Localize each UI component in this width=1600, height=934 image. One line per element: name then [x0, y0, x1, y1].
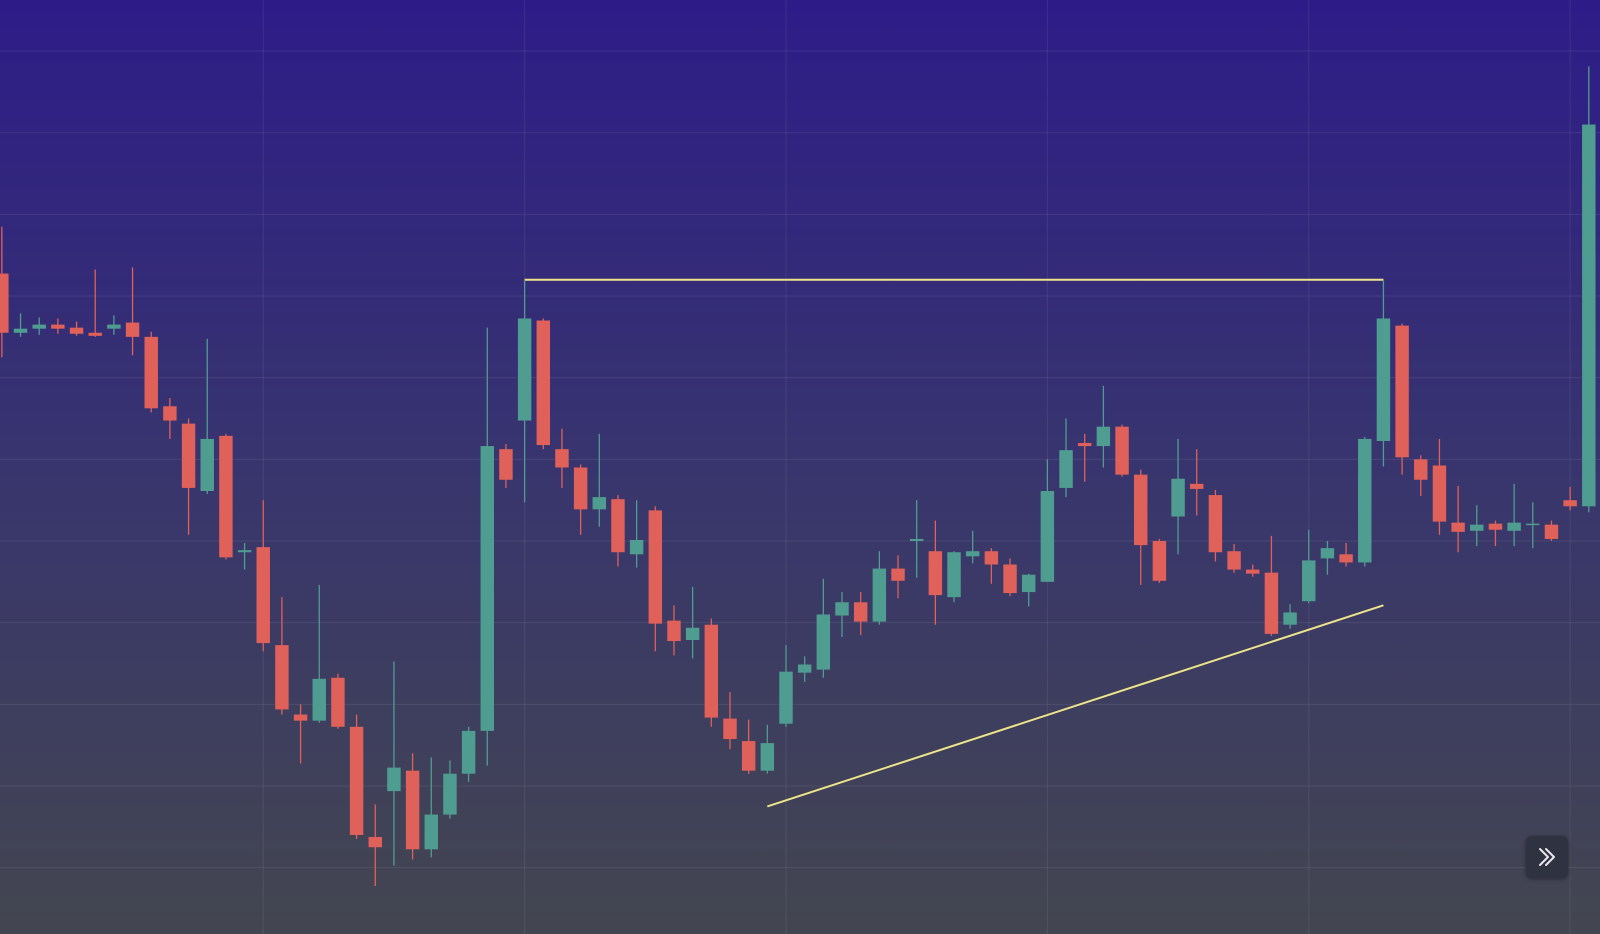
candle-body: [275, 645, 289, 710]
candle-body: [32, 324, 46, 329]
candle-body: [1227, 551, 1241, 570]
candle-body: [835, 602, 849, 616]
candle-body: [909, 538, 924, 542]
candle-body: [107, 324, 121, 329]
candle-body: [685, 627, 700, 641]
candle-body: [1134, 474, 1148, 546]
candle-body: [1544, 524, 1559, 539]
candle-body: [69, 327, 84, 334]
candle-body: [536, 320, 551, 446]
candle-body: [200, 438, 214, 491]
candle-body: [965, 551, 980, 557]
candle-body: [947, 552, 961, 598]
candle-body: [461, 730, 476, 774]
candle-body: [984, 551, 999, 565]
candle-body: [741, 741, 756, 771]
candle-body: [1003, 564, 1017, 594]
chevrons-icon: [1539, 848, 1555, 866]
candle-body: [1096, 426, 1111, 447]
candle-body: [1432, 465, 1447, 522]
candle-body: [760, 743, 775, 771]
candle-body: [1451, 522, 1465, 532]
candle-body: [1190, 483, 1204, 489]
candle-body: [293, 714, 308, 721]
candle-body: [592, 497, 607, 510]
candle-body: [181, 423, 196, 488]
candle-body: [13, 328, 28, 333]
candle-body: [1414, 459, 1428, 480]
candle-body: [1059, 450, 1073, 488]
candle-body: [88, 332, 102, 336]
candle-body: [1526, 523, 1540, 526]
candle-body: [891, 568, 905, 581]
candle-body: [779, 671, 793, 724]
candle-body: [1040, 490, 1055, 582]
candle-body: [163, 406, 177, 421]
candle-body: [480, 446, 495, 731]
candle-body: [499, 449, 513, 480]
candle-body: [1470, 524, 1484, 531]
candle-body: [51, 324, 65, 329]
candle-body: [1358, 438, 1372, 563]
candle-body: [667, 620, 681, 642]
candle-body: [1152, 541, 1167, 581]
candle-body: [1339, 554, 1353, 563]
candle-body: [1021, 574, 1036, 593]
candle-body: [144, 336, 158, 409]
candle-body: [872, 568, 887, 622]
candle-body: [405, 770, 420, 850]
candle-body: [349, 726, 364, 835]
candle-body: [517, 318, 532, 421]
candle-body: [1582, 124, 1596, 507]
candle-body: [928, 551, 943, 596]
candle-body: [331, 677, 345, 727]
candle-body: [1264, 572, 1279, 634]
candle-body: [219, 435, 233, 558]
candle-body: [0, 273, 9, 333]
candle-body: [816, 614, 831, 670]
candle-body: [1283, 612, 1297, 625]
drawing-line: [767, 604, 1384, 808]
candle-body: [629, 539, 644, 555]
candle-body: [723, 718, 737, 740]
candle-body: [1208, 495, 1223, 553]
candle-body: [1320, 548, 1335, 559]
candle-body: [443, 773, 457, 815]
candle-body: [125, 322, 140, 337]
candle-body: [1395, 325, 1409, 458]
candle-body: [648, 510, 663, 624]
candle-body: [704, 624, 719, 718]
candle-body: [611, 499, 625, 553]
candle-body: [573, 467, 588, 510]
candle-body: [1246, 569, 1260, 574]
candle-body: [1376, 318, 1391, 441]
candle-body: [1077, 443, 1092, 447]
scroll-to-latest-button[interactable]: [1526, 836, 1568, 878]
candle-body: [1507, 522, 1521, 531]
candle-body: [1115, 426, 1129, 475]
candle-body: [1171, 478, 1185, 517]
candle-body: [256, 547, 270, 644]
candle-body: [797, 664, 812, 673]
candle-body: [368, 837, 382, 848]
candle-body: [424, 814, 438, 850]
candle-body: [1488, 523, 1503, 530]
candle-body: [387, 767, 401, 792]
candle-body: [312, 678, 326, 721]
candle-body: [853, 602, 868, 622]
candle-body: [237, 550, 252, 553]
candle-body: [1302, 560, 1316, 602]
candle-body: [555, 449, 569, 468]
candle-body: [1563, 500, 1577, 507]
